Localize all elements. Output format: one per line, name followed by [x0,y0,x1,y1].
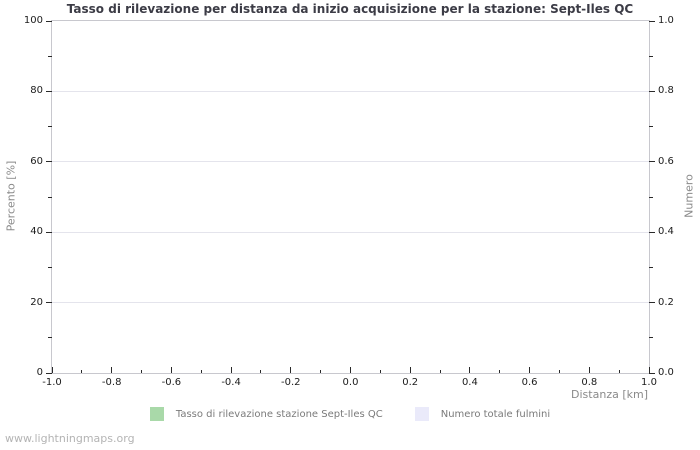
x-tick-label: -0.8 [101,377,122,388]
x-axis-tick [588,367,590,373]
x-axis-minor-tick [320,370,322,373]
y-axis-tick [46,161,52,163]
x-axis-tick [290,367,292,373]
x-axis-minor-tick [141,370,143,373]
x-axis-minor-tick [558,370,560,373]
y-axis-minor-tick [48,337,52,339]
y-axis-minor-tick [48,196,52,198]
x-axis-tick [230,367,232,373]
x-axis-tick [111,367,113,373]
y-axis-minor-tick [48,126,52,128]
gridline [52,231,649,233]
x-axis-tick [409,367,411,373]
y-axis-tick [46,302,52,304]
x-axis-minor-tick [499,370,501,373]
y2-axis-tick [649,231,655,233]
x-tick-label: -0.6 [161,377,182,388]
y2-axis-tick [649,90,655,92]
watermark: www.lightningmaps.org [5,432,135,445]
x-tick-label: 0.8 [581,377,598,388]
y-axis-minor-tick [48,266,52,268]
x-tick-label: 0.4 [461,377,478,388]
y2-tick-label: 0.0 [658,367,674,378]
y-tick-label: 0 [36,367,43,378]
plot-area: 0 0.0 20 0.2 40 0.4 60 0.6 80 0.8 100 1.0 -1.0 -0.8 -0… [24,15,674,388]
legend-swatch [414,407,429,421]
y-tick-label: 80 [30,85,43,97]
x-axis-tick [469,367,471,373]
x-tick-label: -0.4 [221,377,241,388]
x-tick-label: 0.6 [521,377,538,388]
y-axis-tick [46,90,52,92]
x-axis-minor-tick [379,370,381,373]
y2-tick-label: 0.2 [658,296,674,308]
y2-tick-label: 1.0 [658,15,674,26]
x-tick-label: -1.0 [42,377,62,388]
x-axis-tick [529,367,531,373]
y2-tick-label: 0.6 [658,155,674,167]
y2-tick-label: 0.8 [658,85,674,97]
y2-axis-minor-tick [649,337,653,339]
legend: Tasso di rilevazione stazione Sept-Iles … [0,407,700,421]
x-axis-minor-tick [260,370,262,373]
x-axis-tick [51,367,53,373]
x-tick-label: 0.0 [342,377,359,388]
y2-axis-minor-tick [649,196,653,198]
gridline [52,161,649,163]
y-tick-label: 60 [30,155,43,167]
right-axis-label: Numero [682,174,696,218]
x-axis-tick [350,367,351,373]
legend-item: Tasso di rilevazione stazione Sept-Iles … [149,407,383,421]
gridline [52,302,649,304]
y-axis-tick [46,20,52,22]
y2-axis-tick [649,302,655,304]
legend-label: Tasso di rilevazione stazione Sept-Iles … [175,408,383,420]
x-axis-minor-tick [200,370,202,373]
legend-item: Numero totale fulmini [414,407,551,421]
left-axis-label: Percento [%] [4,160,18,232]
x-axis-minor-tick [618,370,620,373]
y2-axis-tick [649,372,655,374]
y-axis-tick [46,231,52,233]
x-tick-label: -0.2 [281,377,301,388]
x-tick-label: 1.0 [641,377,657,388]
x-axis-tick [648,367,650,373]
x-axis-tick [170,367,172,373]
y-axis-tick [46,372,52,374]
x-tick-label: 0.2 [402,377,419,388]
gridline [52,90,649,92]
y-axis-minor-tick [48,55,52,57]
y2-axis-minor-tick [649,266,653,268]
y2-axis-tick [649,161,655,163]
y2-axis-minor-tick [649,55,653,57]
x-axis-label: Distanza [km] [571,388,648,401]
x-axis-minor-tick [439,370,441,373]
legend-swatch [149,407,164,421]
chart-title: Tasso di rilevazione per distanza da ini… [66,2,634,16]
legend-label: Numero totale fulmini [440,408,551,420]
y2-axis-minor-tick [649,126,653,128]
y2-tick-label: 0.4 [658,226,674,238]
y-tick-label: 100 [23,15,43,26]
y-tick-label: 20 [30,296,43,308]
y2-axis-tick [649,20,655,22]
y-tick-label: 40 [30,226,43,238]
x-axis-minor-tick [81,370,83,373]
